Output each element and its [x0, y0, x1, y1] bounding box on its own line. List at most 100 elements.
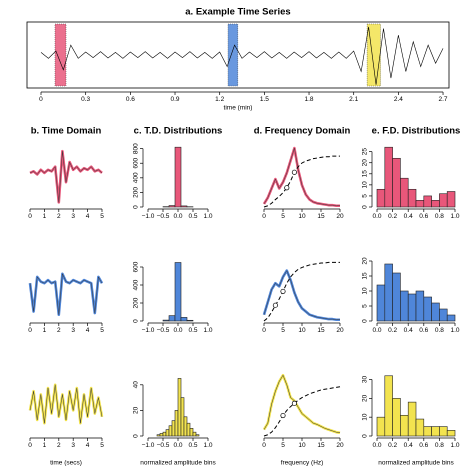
histogram-bar: [415, 200, 425, 208]
histogram-bar: [180, 397, 185, 437]
y-tick-label: 200: [133, 297, 140, 308]
x-tick-label: 3: [71, 442, 75, 449]
x-tick-label: 0: [28, 213, 32, 220]
x-tick-label: 5: [281, 213, 285, 220]
y-tick-label: 10: [362, 181, 369, 189]
histogram-bar: [174, 146, 182, 208]
histogram-bar: [168, 425, 173, 437]
x-tick-label: 15: [317, 327, 325, 334]
histogram-bar: [180, 205, 188, 208]
x-tick-label: −1.0: [142, 442, 155, 449]
x-tick-label: 0.6: [419, 213, 428, 220]
x-tick-label: 2.4: [394, 96, 403, 103]
spectrum-outline: [263, 374, 341, 434]
marker: [291, 400, 297, 406]
x-tick-label: 0: [262, 327, 266, 334]
x-tick-label: 0.0: [173, 327, 182, 334]
histogram-bar: [186, 422, 191, 437]
x-tick-label: 1.0: [450, 442, 459, 449]
y-tick-label: 5: [362, 304, 369, 308]
x-tick-label: 2: [57, 327, 61, 334]
x-tick-label: 1.2: [215, 96, 224, 103]
histogram-bar: [431, 426, 440, 437]
spectrum-line: [262, 269, 340, 322]
y-tick-label: 15: [362, 170, 369, 178]
y-tick-label: 0: [362, 319, 369, 323]
y-tick-label: 10: [362, 287, 369, 295]
x-tick-label: 0.9: [170, 96, 179, 103]
x-tick-label: 1: [43, 442, 47, 449]
x-tick-label: 1.5: [260, 96, 269, 103]
x-tick-label: 2: [57, 213, 61, 220]
x-tick-label: 0: [39, 96, 43, 103]
x-axis-label: normalized amplitude bins: [378, 460, 454, 467]
spectrum-outline: [263, 270, 340, 320]
waveform: [28, 383, 104, 425]
cumulative-line: [263, 155, 340, 208]
y-tick-label: 0: [133, 434, 140, 438]
panel-title: b. Time Domain: [31, 126, 102, 137]
x-tick-label: 0.8: [435, 213, 444, 220]
x-tick-label: −0.5: [157, 213, 170, 220]
x-tick-label: 1.0: [203, 327, 212, 334]
marker: [291, 169, 297, 175]
histogram-bar: [384, 375, 393, 437]
x-tick-label: 0.4: [404, 213, 413, 220]
x-axis-label: frequency (Hz): [281, 460, 324, 467]
x-tick-label: 0.3: [81, 96, 90, 103]
histogram-bar: [165, 429, 170, 437]
x-tick-label: 0.5: [188, 442, 197, 449]
y-tick-label: 0: [362, 434, 369, 438]
x-tick-label: 0: [28, 442, 32, 449]
x-tick-label: 2.7: [439, 96, 448, 103]
y-tick-label: 600: [133, 157, 140, 168]
x-axis-label: time (min): [224, 105, 253, 112]
y-tick-label: 10: [362, 413, 369, 421]
histogram-bar: [415, 290, 425, 322]
histogram-bar: [162, 431, 167, 437]
x-tick-label: 1: [43, 213, 47, 220]
histogram-bar: [423, 426, 432, 437]
histogram-bar: [189, 428, 194, 437]
x-tick-label: 1.0: [450, 327, 459, 334]
y-tick-label: 15: [362, 272, 369, 280]
x-tick-label: 2.1: [349, 96, 358, 103]
histogram-bar: [186, 319, 194, 322]
x-tick-label: −1.0: [142, 213, 155, 220]
panel-title: a. Example Time Series: [185, 7, 290, 18]
x-tick-label: 0.2: [388, 327, 397, 334]
x-tick-label: 5: [100, 327, 104, 334]
histogram-bar: [162, 319, 170, 322]
x-tick-label: 4: [86, 442, 90, 449]
x-tick-label: −1.0: [142, 327, 155, 334]
x-tick-label: 1.0: [203, 213, 212, 220]
y-tick-label: 20: [362, 257, 369, 265]
histogram-bar: [171, 420, 176, 437]
histogram-bar: [439, 308, 448, 322]
x-tick-label: 4: [86, 327, 90, 334]
y-tick-label: 20: [362, 159, 369, 167]
histogram-bar: [376, 284, 386, 322]
histogram-bar: [376, 416, 386, 437]
y-tick-label: 600: [133, 261, 140, 272]
histogram-bar: [168, 315, 176, 322]
histogram-bar: [384, 263, 393, 322]
histogram-bar: [180, 317, 188, 322]
y-tick-label: 200: [133, 187, 140, 198]
x-tick-label: 0.4: [404, 442, 413, 449]
x-tick-label: 0.2: [388, 213, 397, 220]
x-tick-label: 15: [317, 442, 325, 449]
waveform: [29, 149, 103, 204]
histogram-bar: [384, 146, 393, 208]
x-axis-label: normalized amplitude bins: [140, 460, 216, 467]
histogram-bar: [376, 188, 386, 208]
x-axis-label: time (secs): [50, 460, 82, 467]
x-tick-label: 1.8: [305, 96, 314, 103]
histogram-bar: [183, 416, 188, 437]
marker: [280, 288, 286, 294]
x-tick-label: 15: [317, 213, 325, 220]
y-tick-label: 30: [362, 376, 369, 384]
histogram-bar: [431, 200, 440, 208]
histogram-bar: [407, 188, 417, 208]
